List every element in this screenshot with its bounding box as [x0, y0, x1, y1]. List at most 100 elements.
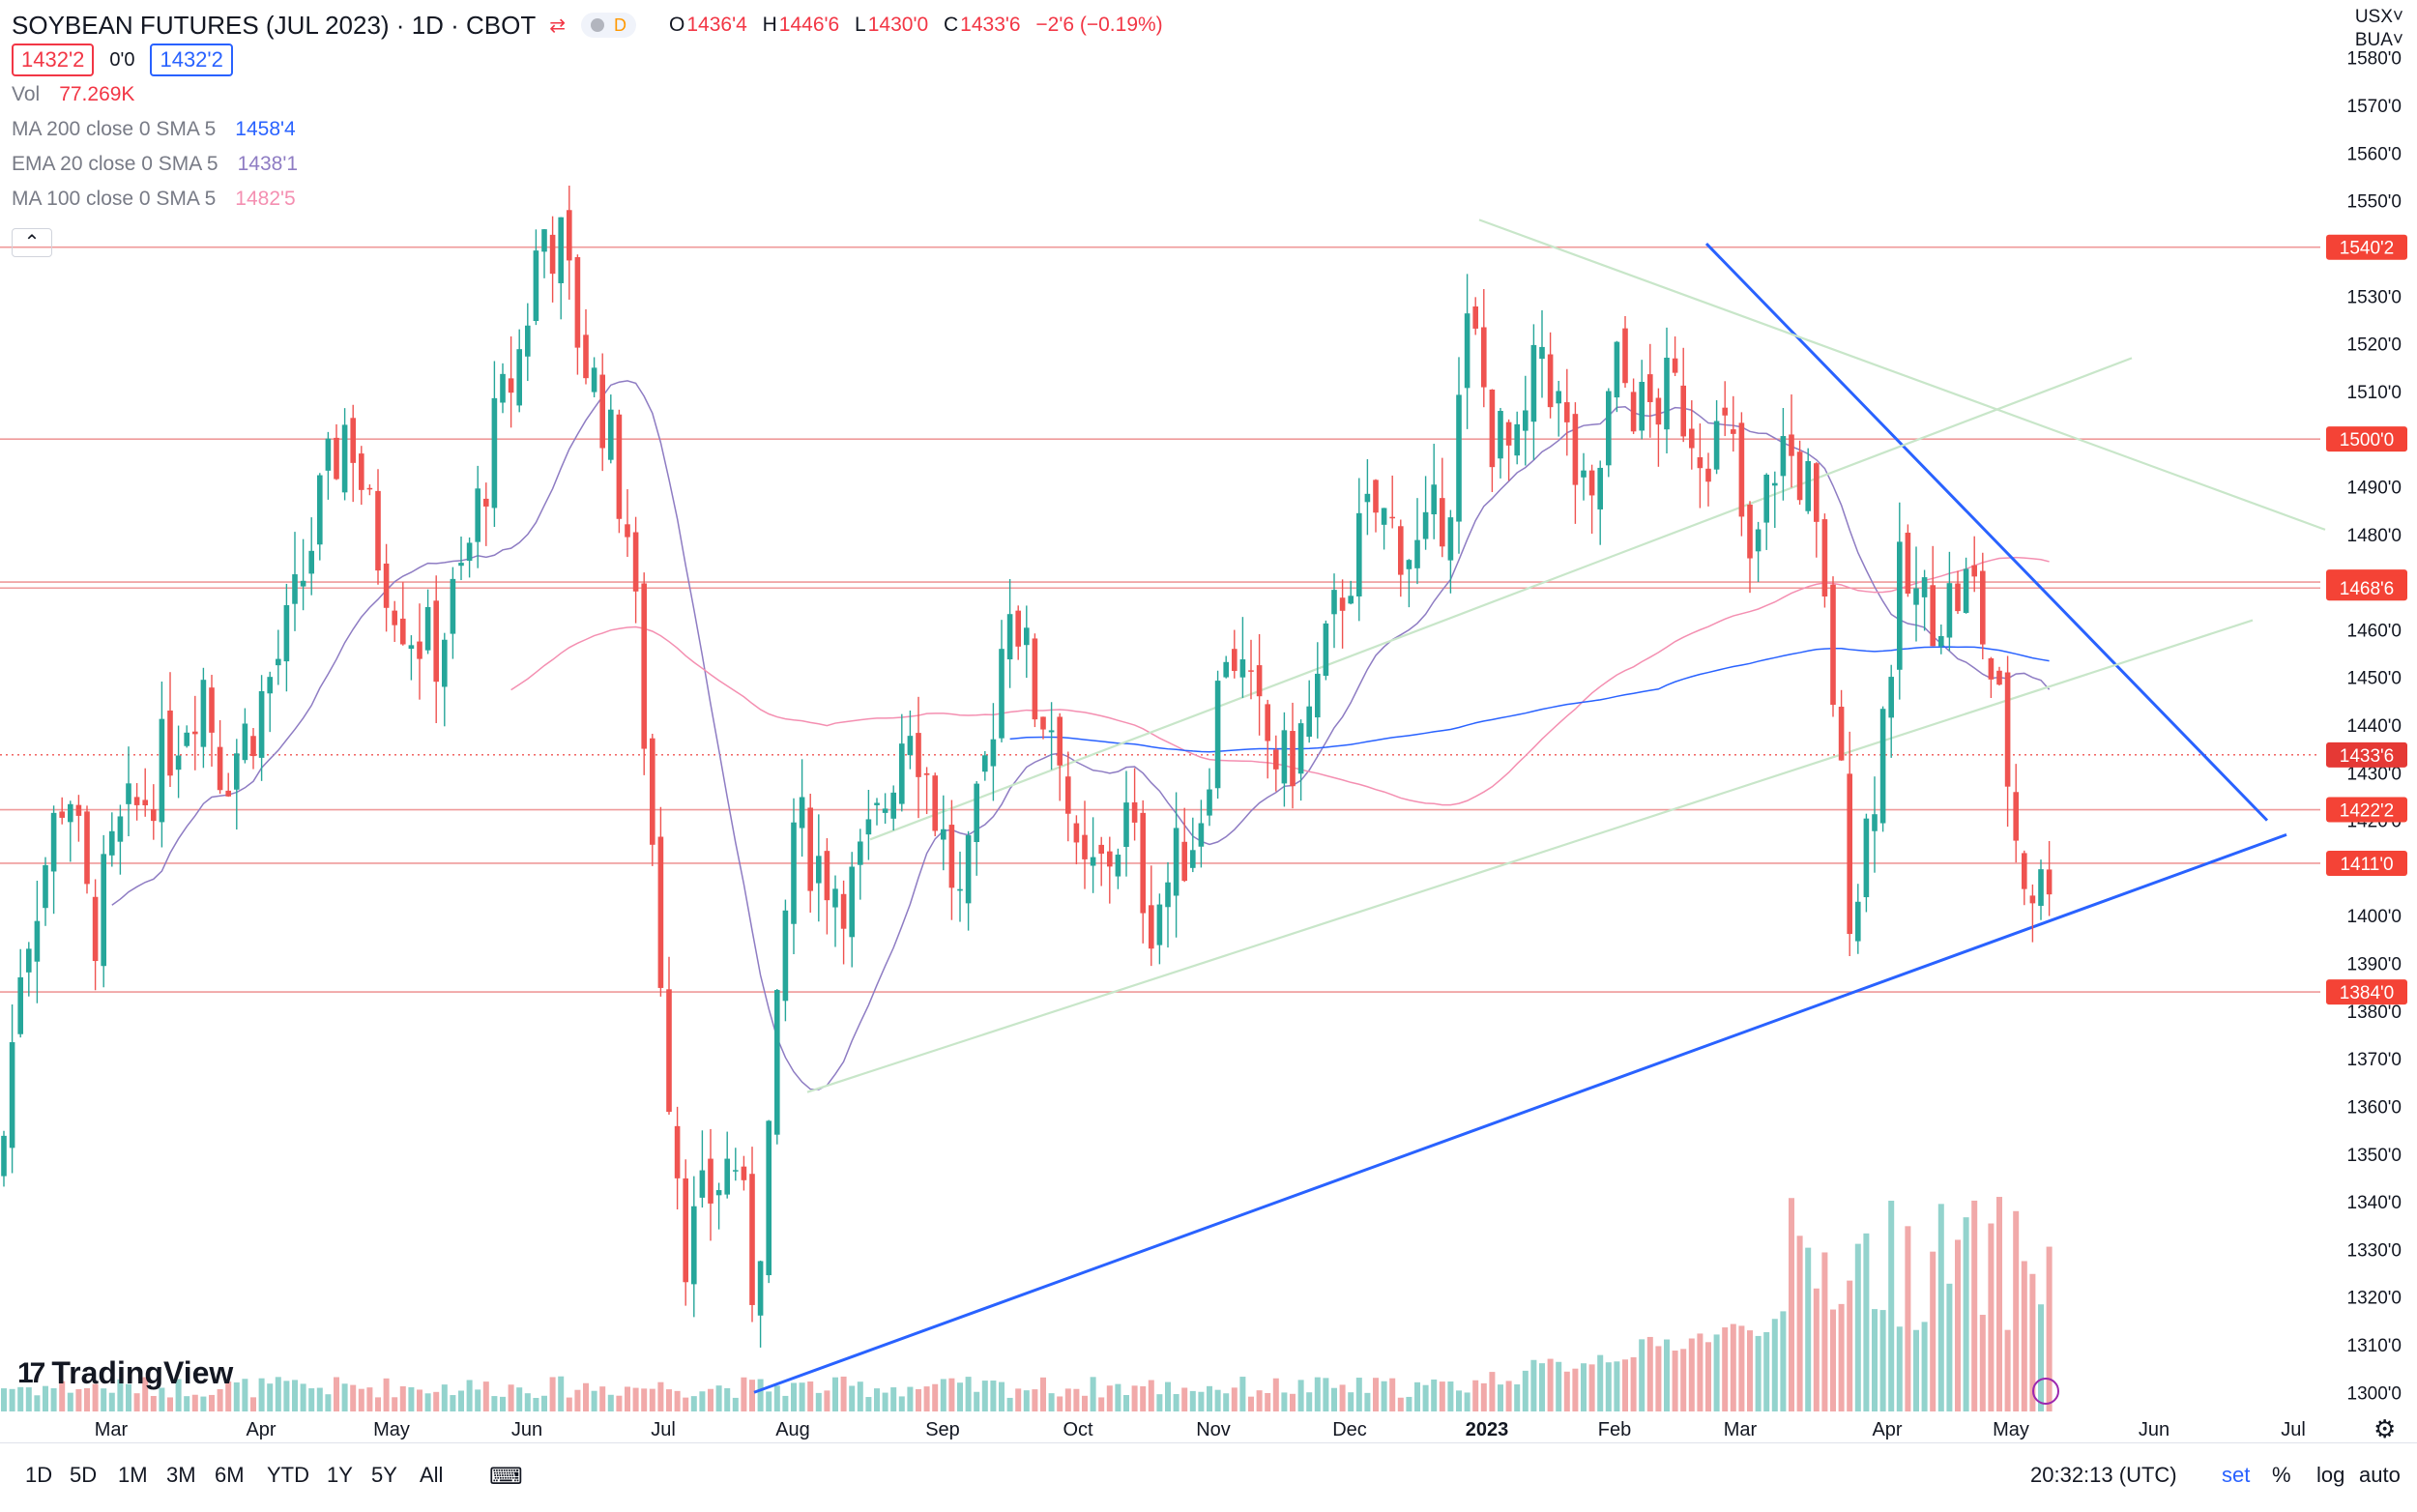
- indicator-name: Vol: [12, 83, 41, 105]
- candle-body: [741, 1166, 747, 1180]
- price-tick-label: 1300'0: [2347, 1383, 2402, 1404]
- auto-toggle[interactable]: auto: [2359, 1463, 2401, 1487]
- indicator-ma200[interactable]: MA 200 close 0 SMA 5 1458'4: [12, 112, 1163, 147]
- currency-menu[interactable]: USX˅ BUA˅: [2355, 6, 2403, 52]
- candle-body: [1356, 512, 1362, 596]
- candle-body: [608, 409, 614, 460]
- candle-body: [1523, 410, 1529, 431]
- candle-body: [1373, 480, 1379, 513]
- candle-body: [1971, 565, 1977, 577]
- candle-body: [1821, 519, 1828, 596]
- volume-bar: [981, 1381, 988, 1411]
- candle-body: [133, 797, 140, 805]
- session-toggle[interactable]: set: [2222, 1463, 2251, 1487]
- candle-body: [1107, 851, 1113, 867]
- timeframe-1m[interactable]: 1M: [118, 1463, 148, 1487]
- volume-bar: [1489, 1372, 1496, 1411]
- volume-bar: [1339, 1384, 1346, 1411]
- timeframe-5y[interactable]: 5Y: [371, 1463, 397, 1487]
- candle-body: [1996, 670, 2002, 685]
- candle-body: [184, 732, 189, 746]
- candle-body: [1315, 673, 1321, 718]
- candle-body: [766, 1120, 772, 1276]
- timeframe-1y[interactable]: 1Y: [327, 1463, 353, 1487]
- utc-clock[interactable]: 20:32:13 (UTC): [2030, 1463, 2177, 1487]
- replay-icon[interactable]: [2032, 1378, 2059, 1405]
- volume-bar: [1156, 1394, 1163, 1411]
- indicator-ma100[interactable]: MA 100 close 0 SMA 5 1482'5: [12, 182, 1163, 217]
- candle-body: [2046, 869, 2053, 895]
- candle-body: [84, 811, 90, 885]
- collapse-legend-button[interactable]: ⌃: [12, 228, 52, 257]
- market-status-pill[interactable]: D: [581, 13, 637, 38]
- candle-body: [250, 736, 256, 757]
- candle-body: [1713, 421, 1720, 470]
- volume-bar: [849, 1385, 856, 1411]
- gear-icon[interactable]: ⚙: [2373, 1414, 2396, 1442]
- tradingview-logo[interactable]: 17 TradingView: [17, 1355, 233, 1391]
- volume-bar: [450, 1395, 456, 1411]
- indicator-ema20[interactable]: EMA 20 close 0 SMA 5 1438'1: [12, 147, 1163, 182]
- volume-bar: [150, 1395, 157, 1411]
- candle-body: [567, 210, 572, 261]
- indicator-vol[interactable]: Vol 77.269K: [12, 77, 1163, 112]
- candle-body: [1672, 358, 1678, 373]
- volume-bar: [508, 1384, 514, 1411]
- volume-bar: [175, 1379, 182, 1411]
- timeframe-5d[interactable]: 5D: [70, 1463, 98, 1487]
- volume-bar: [366, 1387, 373, 1411]
- volume-bar: [965, 1377, 972, 1411]
- candle-body: [1414, 539, 1420, 568]
- timeframe-3m[interactable]: 3M: [166, 1463, 196, 1487]
- date-range-icon[interactable]: ⌨: [489, 1464, 523, 1490]
- candle-body: [1606, 391, 1612, 466]
- logo-text: TradingView: [51, 1355, 234, 1390]
- ask-button[interactable]: 1432'2: [150, 44, 233, 76]
- candle-body: [101, 854, 106, 967]
- candle-body: [990, 739, 997, 767]
- timeframe-all[interactable]: All: [420, 1463, 444, 1487]
- volume-bar: [1547, 1358, 1554, 1411]
- channel-line-lower: [806, 619, 2254, 1093]
- timeframe-ytd[interactable]: YTD: [267, 1463, 309, 1487]
- timeframe-1d[interactable]: 1D: [25, 1463, 53, 1487]
- volume-bar: [1771, 1319, 1778, 1411]
- candle-body: [1879, 709, 1886, 824]
- timeframe-6m[interactable]: 6M: [215, 1463, 245, 1487]
- log-toggle[interactable]: log: [2316, 1463, 2345, 1487]
- compare-icon[interactable]: ⇄: [549, 15, 567, 37]
- volume-bar: [233, 1381, 240, 1411]
- price-chart[interactable]: 1300'0 1310'0 1320'0 1330'0 1340'0 1350'0 1360…: [0, 0, 2417, 1442]
- volume-bar: [159, 1387, 165, 1411]
- candle-body: [1556, 391, 1561, 404]
- volume-bar: [1630, 1356, 1637, 1411]
- percent-toggle[interactable]: %: [2272, 1463, 2291, 1487]
- candle-body: [1955, 583, 1961, 612]
- candle-body: [417, 641, 422, 659]
- volume-bar: [1032, 1389, 1038, 1411]
- volume-bar: [1431, 1379, 1438, 1411]
- volume-bar: [1539, 1363, 1545, 1411]
- volume-bar: [666, 1389, 672, 1411]
- symbol-title[interactable]: SOYBEAN FUTURES (JUL 2023) · 1D · CBOT: [12, 10, 537, 40]
- volume-bar: [898, 1396, 905, 1411]
- ohlc-value: 1430'0: [867, 14, 929, 36]
- candle-body: [209, 687, 215, 733]
- volume-bar: [923, 1386, 930, 1411]
- price-tick-label: 1580'0: [2347, 49, 2402, 70]
- candle-body: [1664, 357, 1670, 430]
- candle-body: [1165, 882, 1171, 908]
- candle-body: [1389, 516, 1395, 519]
- candle-body: [508, 378, 514, 393]
- candle-body: [932, 775, 938, 831]
- candle-body: [1738, 422, 1745, 517]
- volume-bar: [1148, 1380, 1154, 1411]
- volume-bar: [200, 1396, 207, 1411]
- volume-bar: [1023, 1390, 1030, 1411]
- volume-bar: [101, 1388, 107, 1411]
- level-label: 1411'0: [2340, 855, 2393, 875]
- candle-body: [541, 229, 547, 252]
- candle-body: [1040, 716, 1046, 730]
- bid-button[interactable]: 1432'2: [12, 44, 95, 76]
- candle-body: [433, 600, 439, 683]
